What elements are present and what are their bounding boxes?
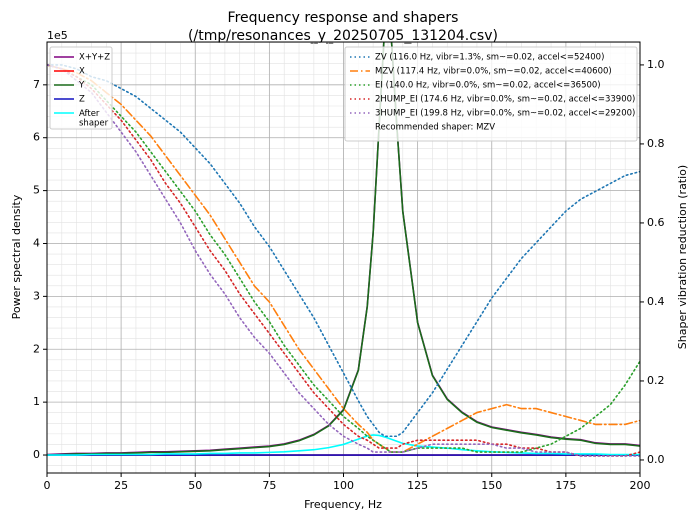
legend-label: MZV (117.4 Hz, vibr=0.0%, sm~=0.02, acce…: [375, 67, 612, 77]
series-line: [47, 64, 640, 457]
y-tick-label: 1: [33, 395, 40, 408]
y2-tick-label: 0.8: [647, 137, 665, 150]
series-line: [47, 64, 640, 438]
series-line: [47, 64, 640, 453]
series-line: [47, 64, 640, 457]
legend-label: ZV (116.0 Hz, vibr=1.3%, sm~=0.02, accel…: [375, 53, 604, 63]
x-tick-label: 50: [188, 479, 202, 492]
legend-label: Z: [79, 95, 85, 105]
y-offset-label: 1e5: [47, 29, 68, 42]
y-tick-label: 3: [33, 289, 40, 302]
x-tick-label: 0: [44, 479, 51, 492]
legend-label: 3HUMP_EI (199.8 Hz, vibr=0.0%, sm~=0.02,…: [375, 109, 635, 119]
legend-note: Recommended shaper: MZV: [375, 123, 495, 133]
y-tick-label: 7: [33, 78, 40, 91]
y2-tick-label: 0.2: [647, 374, 665, 387]
legend-box: [49, 46, 113, 130]
chart-title: Frequency response and shapers: [228, 10, 459, 26]
x-axis-label: Frequency, Hz: [304, 498, 382, 511]
x-tick-label: 125: [407, 479, 428, 492]
x-tick-label: 175: [555, 479, 576, 492]
series-line: [47, 64, 640, 453]
legend-box: [344, 46, 638, 142]
plot-frame: [46, 41, 641, 474]
series-line: [47, 42, 640, 456]
legend-label: Y: [78, 81, 85, 91]
legend-label: X+Y+Z: [79, 53, 110, 63]
legend: X+Y+Z XYZ After shaper: [49, 46, 113, 130]
legend-label: 2HUMP_EI (174.6 Hz, vibr=0.0%, sm~=0.02,…: [375, 95, 635, 105]
y2-tick-label: 0.0: [647, 453, 665, 466]
legend-label: X: [79, 67, 85, 77]
y-tick-label: 4: [33, 236, 40, 249]
series-line: [47, 434, 640, 456]
y-tick-label: 5: [33, 184, 40, 197]
y2-axis-label: Shaper vibration reduction (ratio): [676, 165, 689, 349]
y-tick-label: 2: [33, 342, 40, 355]
y2-tick-label: 0.6: [647, 216, 665, 229]
y-tick-label: 6: [33, 131, 40, 144]
x-tick-label: 25: [114, 479, 128, 492]
x-tick-label: 150: [481, 479, 502, 492]
x-tick-label: 100: [333, 479, 354, 492]
y-tick-label: 0: [33, 448, 40, 461]
y-axis-label: Power spectral density: [10, 194, 23, 319]
chart-subtitle: (/tmp/resonances_y_20250705_131204.csv): [188, 28, 498, 44]
x-tick-label: 75: [262, 479, 276, 492]
legend-label: EI (140.0 Hz, vibr=0.0%, sm~=0.02, accel…: [375, 81, 601, 91]
plot-area: [47, 42, 640, 457]
legend: ZV (116.0 Hz, vibr=1.3%, sm~=0.02, accel…: [344, 46, 638, 142]
y2-tick-label: 1.0: [647, 58, 665, 71]
legend-label: After shaper: [79, 109, 109, 128]
y2-tick-label: 0.4: [647, 295, 665, 308]
x-tick-label: 200: [630, 479, 651, 492]
